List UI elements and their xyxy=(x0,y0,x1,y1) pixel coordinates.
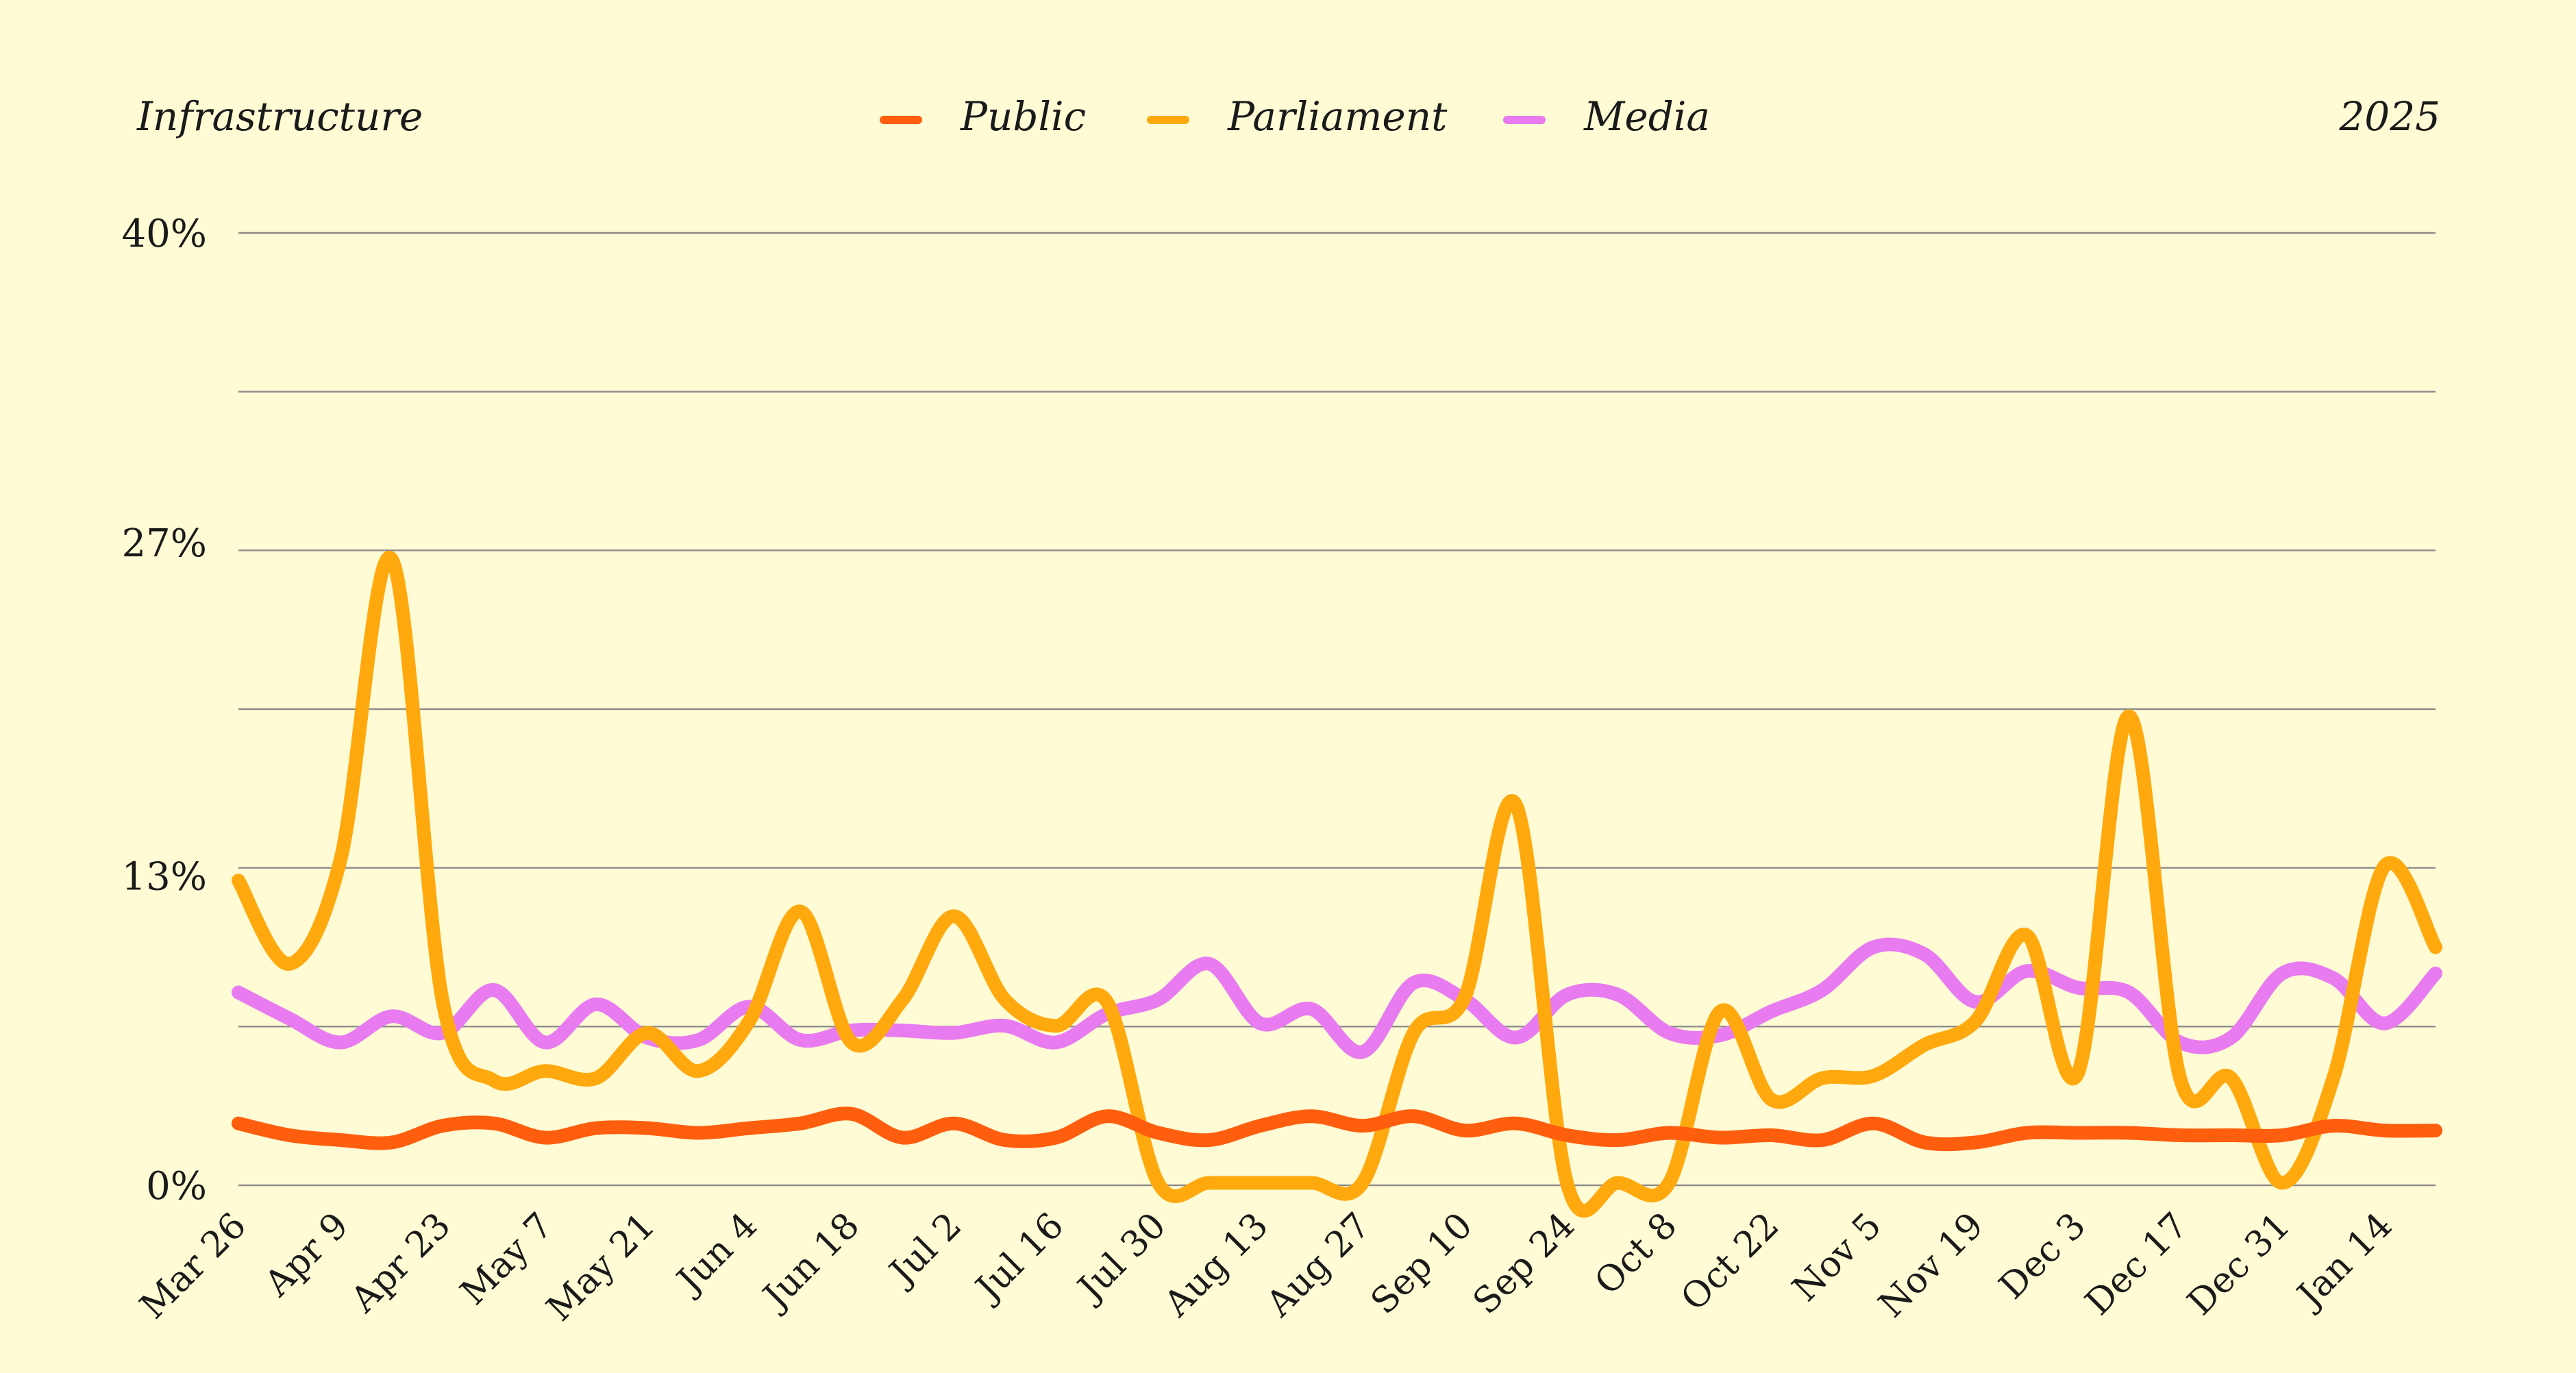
legend-label-media: Media xyxy=(1583,93,1710,140)
x-tick-label: Aug 13 xyxy=(1156,1205,1276,1325)
x-tick-label: Dec 31 xyxy=(2180,1205,2299,1324)
x-tick-label: Sep 24 xyxy=(1465,1205,1583,1322)
x-tick-label: Jun 18 xyxy=(754,1205,868,1320)
x-tick-label: Oct 8 xyxy=(1587,1205,1685,1303)
y-axis: 0% 13% 27% 40% xyxy=(122,212,207,1209)
legend-label-parliament: Parliament xyxy=(1227,93,1448,140)
series-line-media xyxy=(232,937,2442,1059)
legend-label-public: Public xyxy=(960,93,1086,140)
series-lines xyxy=(232,550,2442,1218)
y-tick-label: 40% xyxy=(122,212,207,256)
x-tick-label: Dec 17 xyxy=(2078,1205,2196,1324)
x-tick-label: Aug 27 xyxy=(1259,1205,1378,1325)
x-tick-label: Mar 26 xyxy=(132,1205,254,1327)
x-tick-label: Jun 4 xyxy=(667,1205,765,1303)
chart-title: Infrastructure xyxy=(136,93,423,140)
x-tick-label: Oct 22 xyxy=(1673,1205,1787,1319)
series-line-parliament xyxy=(232,550,2442,1218)
x-tick-label: May 21 xyxy=(539,1205,663,1329)
x-tick-label: Jul 2 xyxy=(880,1205,969,1295)
x-tick-label: Dec 3 xyxy=(1992,1205,2094,1307)
series-line-public xyxy=(232,1106,2442,1152)
x-tick-label: Jul 16 xyxy=(966,1205,1072,1311)
x-tick-label: Apr 23 xyxy=(343,1205,458,1321)
x-tick-label: Jan 14 xyxy=(2288,1205,2401,1318)
y-tick-label: 27% xyxy=(122,521,207,566)
x-tick-label: Nov 19 xyxy=(1871,1205,1992,1326)
y-tick-label: 0% xyxy=(146,1164,207,1209)
x-tick-label: Sep 10 xyxy=(1363,1205,1481,1322)
year-label: 2025 xyxy=(2338,93,2440,140)
x-tick-label: Apr 9 xyxy=(256,1205,356,1305)
legend: Public Parliament Media xyxy=(880,93,1710,140)
y-tick-label: 13% xyxy=(122,854,207,899)
